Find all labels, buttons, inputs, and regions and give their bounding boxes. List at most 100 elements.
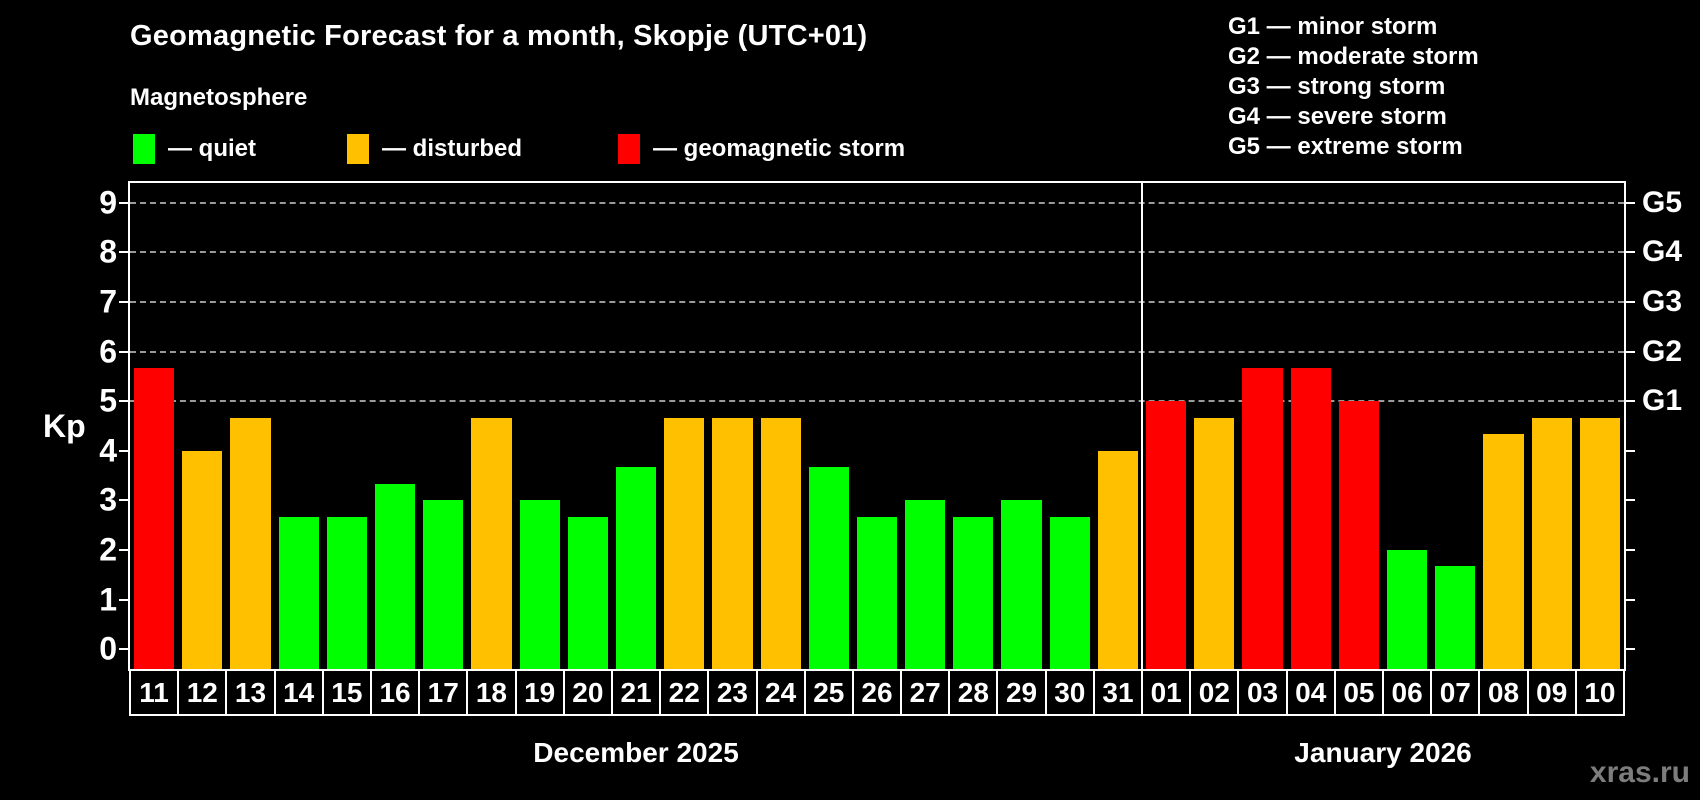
right-axis-label-g1: G1 xyxy=(1642,384,1683,418)
day-label-dec-14: 14 xyxy=(273,669,324,716)
kp-bar-dec-22 xyxy=(664,417,705,669)
chart-title: Geomagnetic Forecast for a month, Skopje… xyxy=(130,20,868,52)
y-tick-left-7 xyxy=(119,301,128,304)
day-label-dec-19: 19 xyxy=(514,669,565,716)
y-tick-label-9: 9 xyxy=(99,184,117,221)
day-label-dec-12: 12 xyxy=(177,669,228,716)
day-label-dec-11: 11 xyxy=(129,669,180,716)
y-tick-right-3 xyxy=(1626,499,1635,502)
legend-label-storm: — geomagnetic storm xyxy=(653,135,906,162)
kp-bar-dec-21 xyxy=(615,467,657,669)
day-label-jan-06: 06 xyxy=(1382,669,1433,716)
kp-bar-dec-12 xyxy=(182,450,223,669)
day-label-dec-26: 26 xyxy=(851,669,903,716)
day-label-jan-05: 05 xyxy=(1333,669,1385,716)
kp-bar-dec-16 xyxy=(374,484,416,669)
kp-bar-dec-18 xyxy=(471,417,512,669)
day-label-jan-10: 10 xyxy=(1574,669,1625,716)
gridline-kp7 xyxy=(130,301,1624,304)
y-tick-left-8 xyxy=(119,251,128,254)
disturbed-color-swatch xyxy=(347,134,369,164)
kp-bar-dec-17 xyxy=(423,500,464,669)
kp-bar-jan-09 xyxy=(1531,417,1572,669)
storm-scale-g2: G2 — moderate storm xyxy=(1228,43,1479,70)
legend-label-quiet: — quiet xyxy=(168,135,256,162)
y-tick-left-6 xyxy=(119,350,128,353)
day-label-dec-20: 20 xyxy=(562,669,613,716)
quiet-color-swatch xyxy=(133,134,155,164)
right-axis-label-g4: G4 xyxy=(1642,235,1683,269)
kp-bar-dec-28 xyxy=(953,516,994,669)
day-label-jan-03: 03 xyxy=(1237,669,1288,716)
storm-scale-g1: G1 — minor storm xyxy=(1228,13,1438,40)
y-tick-right-1 xyxy=(1626,598,1635,601)
kp-bar-dec-19 xyxy=(519,500,560,669)
magnetosphere-label: Magnetosphere xyxy=(130,84,308,111)
y-tick-left-1 xyxy=(119,598,128,601)
storm-scale-g5: G5 — extreme storm xyxy=(1228,133,1463,160)
storm-scale-g3: G3 — strong storm xyxy=(1228,73,1446,100)
kp-bar-dec-31 xyxy=(1097,450,1139,669)
kp-bar-dec-11 xyxy=(134,367,175,669)
day-label-dec-16: 16 xyxy=(369,669,421,716)
day-label-jan-02: 02 xyxy=(1189,669,1240,716)
y-tick-label-6: 6 xyxy=(99,333,117,370)
y-tick-right-8 xyxy=(1626,251,1635,254)
day-label-jan-09: 09 xyxy=(1526,669,1577,716)
y-tick-right-4 xyxy=(1626,449,1635,452)
storm-scale-legend: G1 — minor storm G2 — moderate storm G3 … xyxy=(1228,12,1479,162)
kp-bar-dec-20 xyxy=(567,516,608,669)
legend-item-quiet: — quiet xyxy=(133,134,256,164)
kp-bar-jan-02 xyxy=(1194,417,1235,669)
day-label-dec-25: 25 xyxy=(803,669,854,716)
kp-bar-dec-13 xyxy=(230,417,271,669)
y-tick-left-4 xyxy=(119,449,128,452)
storm-color-swatch xyxy=(618,134,640,164)
day-label-dec-15: 15 xyxy=(321,669,372,716)
y-tick-right-5 xyxy=(1626,400,1635,403)
y-tick-left-3 xyxy=(119,499,128,502)
day-label-dec-22: 22 xyxy=(659,669,710,716)
y-tick-label-4: 4 xyxy=(99,432,117,469)
kp-bar-jan-01 xyxy=(1146,401,1187,669)
kp-bar-jan-03 xyxy=(1242,367,1283,669)
y-tick-left-0 xyxy=(119,648,128,651)
y-tick-right-0 xyxy=(1626,648,1635,651)
right-axis-label-g2: G2 xyxy=(1642,334,1683,368)
day-label-dec-13: 13 xyxy=(225,669,276,716)
legend-item-disturbed: — disturbed xyxy=(347,134,522,164)
day-label-jan-01: 01 xyxy=(1141,669,1192,716)
gridline-kp9 xyxy=(130,201,1624,204)
gridline-kp8 xyxy=(130,251,1624,254)
kp-bar-dec-25 xyxy=(808,467,849,669)
kp-bar-dec-23 xyxy=(712,417,753,669)
kp-bar-jan-08 xyxy=(1483,434,1524,669)
kp-bar-dec-24 xyxy=(760,417,801,669)
y-tick-label-0: 0 xyxy=(99,630,117,667)
legend-item-storm: — geomagnetic storm xyxy=(618,134,905,164)
kp-bar-dec-26 xyxy=(856,516,898,669)
day-label-jan-04: 04 xyxy=(1285,669,1336,716)
kp-bar-jan-05 xyxy=(1338,401,1380,669)
right-axis-label-g5: G5 xyxy=(1642,185,1683,219)
kp-bar-jan-10 xyxy=(1579,417,1620,669)
month-label-december: December 2025 xyxy=(533,737,739,768)
month-separator xyxy=(1141,183,1144,669)
y-tick-right-7 xyxy=(1626,301,1635,304)
y-tick-label-5: 5 xyxy=(99,382,117,419)
kp-bar-dec-14 xyxy=(278,516,319,669)
y-tick-right-6 xyxy=(1626,350,1635,353)
y-tick-left-5 xyxy=(119,400,128,403)
kp-bar-dec-30 xyxy=(1049,516,1090,669)
month-label-january: January 2026 xyxy=(1294,737,1472,768)
day-label-dec-17: 17 xyxy=(418,669,469,716)
day-label-dec-31: 31 xyxy=(1092,669,1144,716)
gridline-kp5 xyxy=(130,400,1624,403)
kp-bar-jan-07 xyxy=(1435,566,1476,669)
watermark: xras.ru xyxy=(1589,756,1690,789)
storm-scale-g4: G4 — severe storm xyxy=(1228,103,1447,130)
day-label-dec-23: 23 xyxy=(707,669,758,716)
day-label-jan-08: 08 xyxy=(1478,669,1529,716)
right-axis-label-g3: G3 xyxy=(1642,285,1683,319)
